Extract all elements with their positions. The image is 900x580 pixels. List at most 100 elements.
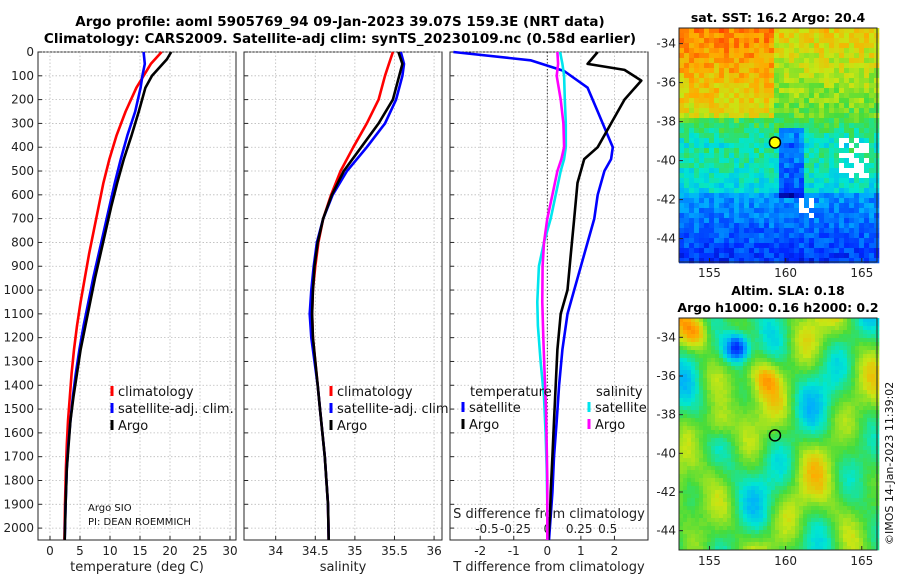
- map-cell: [871, 362, 876, 367]
- map-cell: [727, 486, 732, 491]
- map-cell: [707, 442, 712, 447]
- map-cell: [834, 168, 840, 174]
- map-cell: [783, 402, 788, 407]
- map-cell: [815, 542, 820, 547]
- map-cell: [755, 330, 760, 335]
- map-cell: [731, 362, 736, 367]
- map-cell: [839, 188, 845, 194]
- map-cell: [855, 358, 860, 363]
- map-cell: [695, 494, 700, 499]
- map-cell: [799, 138, 805, 144]
- map-cell: [844, 103, 850, 109]
- map-cell: [694, 83, 700, 89]
- map-cell: [799, 233, 805, 239]
- map-cell: [851, 338, 856, 343]
- map-cell: [679, 143, 685, 149]
- map-cell: [831, 510, 836, 515]
- map-cell: [749, 153, 755, 159]
- map-cell: [687, 470, 692, 475]
- map-cell: [804, 83, 810, 89]
- map-cell: [871, 318, 876, 323]
- map-cell: [683, 454, 688, 459]
- map-cell: [711, 530, 716, 535]
- map-cell: [689, 193, 695, 199]
- map-cell: [809, 33, 815, 39]
- map-cell: [804, 248, 810, 254]
- map-cell: [871, 494, 876, 499]
- map-cell: [779, 406, 784, 411]
- map-cell: [794, 28, 800, 34]
- map-cell: [679, 354, 684, 359]
- map-cell: [864, 173, 870, 179]
- map-cell: [749, 38, 755, 44]
- map-cell: [824, 73, 830, 79]
- map-cell: [711, 506, 716, 511]
- map-cell: [794, 88, 800, 94]
- map-cell: [775, 510, 780, 515]
- map-cell: [709, 58, 715, 64]
- map-cell: [707, 390, 712, 395]
- map-cell: [711, 470, 716, 475]
- map-cell: [869, 233, 875, 239]
- map-cell: [803, 422, 808, 427]
- map-cell: [835, 334, 840, 339]
- map-cell: [711, 518, 716, 523]
- map-cell: [691, 426, 696, 431]
- map-cell: [687, 426, 692, 431]
- map-cell: [779, 248, 785, 254]
- map-cell: [789, 148, 795, 154]
- map-cell: [724, 188, 730, 194]
- map-cell: [691, 322, 696, 327]
- map-cell: [859, 414, 864, 419]
- map-cell: [823, 486, 828, 491]
- map-cell: [799, 490, 804, 495]
- map-cell: [743, 318, 748, 323]
- map-cell: [851, 346, 856, 351]
- map-cell: [719, 370, 724, 375]
- map-cell: [823, 478, 828, 483]
- map-cell: [867, 354, 872, 359]
- map-cell: [754, 238, 760, 244]
- map-cell: [855, 354, 860, 359]
- map-cell: [731, 490, 736, 495]
- map-cell: [687, 530, 692, 535]
- map-cell: [735, 334, 740, 339]
- map-cell: [755, 346, 760, 351]
- map-cell: [763, 438, 768, 443]
- map-cell: [714, 83, 720, 89]
- map-cell: [864, 128, 870, 134]
- map-cell: [824, 58, 830, 64]
- map-cell: [867, 534, 872, 539]
- map-cell: [695, 462, 700, 467]
- map-cell: [754, 103, 760, 109]
- map-cell: [839, 374, 844, 379]
- map-cell: [691, 346, 696, 351]
- map-cell: [699, 38, 705, 44]
- map-cell: [835, 410, 840, 415]
- map-cell: [779, 203, 785, 209]
- map-cell: [707, 478, 712, 483]
- map-cell: [851, 482, 856, 487]
- map-cell: [684, 148, 690, 154]
- map-cell: [827, 410, 832, 415]
- map-cell: [723, 410, 728, 415]
- map-cell: [819, 470, 824, 475]
- map-cell: [827, 430, 832, 435]
- map-cell: [835, 510, 840, 515]
- map-cell: [783, 518, 788, 523]
- map-cell: [684, 138, 690, 144]
- map-cell: [687, 362, 692, 367]
- map-cell: [823, 338, 828, 343]
- map-cell: [779, 518, 784, 523]
- map-cell: [729, 253, 735, 259]
- map-cell: [719, 422, 724, 427]
- map-cell: [767, 446, 772, 451]
- map-cell: [823, 334, 828, 339]
- map-cell: [787, 522, 792, 527]
- map-cell: [807, 446, 812, 451]
- map-cell: [691, 494, 696, 499]
- map-cell: [763, 470, 768, 475]
- map-cell: [814, 153, 820, 159]
- map-cell: [787, 494, 792, 499]
- map-cell: [851, 462, 856, 467]
